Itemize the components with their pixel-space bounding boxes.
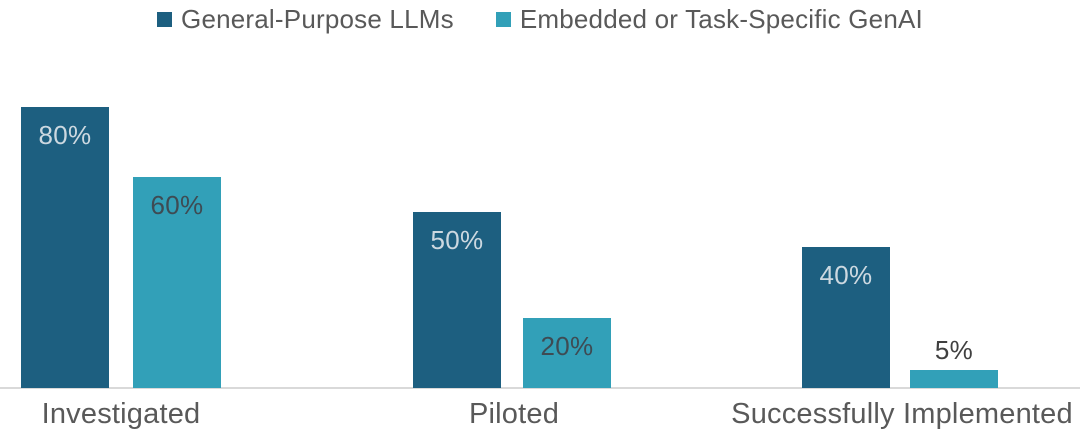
bar-value-label: 20% bbox=[540, 331, 594, 361]
category-label-piloted: Piloted bbox=[468, 398, 560, 430]
bar-value-label: 40% bbox=[819, 260, 873, 290]
legend-label: Embedded or Task-Specific GenAI bbox=[519, 3, 923, 34]
bar-piloted-series-0 bbox=[413, 212, 501, 388]
bar-successfully-implemented-series-0 bbox=[802, 247, 890, 388]
legend-swatch-icon bbox=[495, 11, 511, 27]
bar-successfully-implemented-series-1 bbox=[910, 370, 998, 388]
legend-swatch-icon bbox=[157, 11, 173, 27]
legend-item-0: General-Purpose LLMs bbox=[157, 4, 454, 35]
bar-piloted-series-1 bbox=[523, 318, 611, 388]
category-label-investigated: Investigated bbox=[41, 398, 201, 430]
bar-investigated-series-1 bbox=[133, 177, 221, 388]
legend-label: General-Purpose LLMs bbox=[181, 3, 454, 34]
x-axis-line bbox=[0, 387, 1080, 389]
bar-value-label: 60% bbox=[150, 190, 204, 220]
bar-investigated-series-0 bbox=[21, 107, 109, 388]
legend-item-1: Embedded or Task-Specific GenAI bbox=[495, 3, 923, 35]
bar-value-label: 5% bbox=[934, 335, 974, 365]
bar-value-label: 50% bbox=[430, 225, 484, 255]
chart-legend: General-Purpose LLMs Embedded or Task-Spe… bbox=[0, 4, 1080, 34]
category-label-successfully-implemented: Successfully Implemented bbox=[731, 398, 1073, 430]
bar-value-label: 80% bbox=[38, 120, 92, 150]
